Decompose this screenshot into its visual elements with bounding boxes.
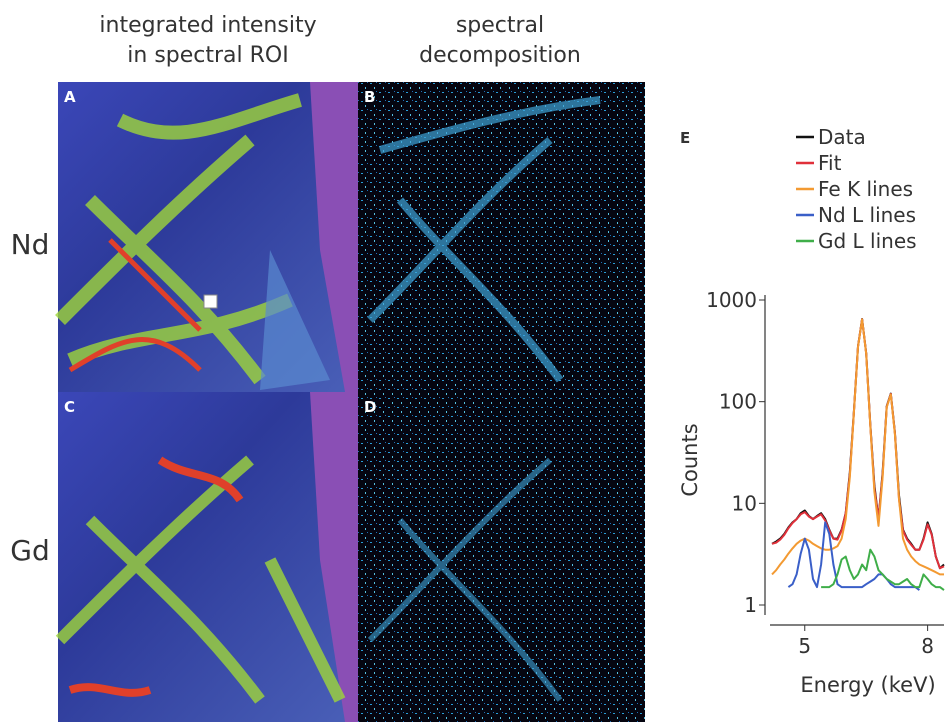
y-tick-label: 1 (744, 593, 757, 617)
column-title: spectral (456, 13, 544, 38)
row-label: Nd (11, 228, 50, 261)
legend-label: Gd L lines (818, 229, 917, 253)
column-titles: integrated intensity in spectral ROI spe… (99, 13, 580, 68)
panel-d-image (358, 392, 645, 722)
panel-b-texture (367, 96, 601, 383)
panel-a-texture (260, 250, 330, 390)
panel-label: C (64, 398, 75, 416)
panel-d-texture (367, 457, 563, 702)
legend-label: Data (818, 125, 866, 149)
y-tick-label: 100 (719, 390, 757, 414)
legend-label: Fe K lines (818, 177, 913, 201)
panel-label: B (364, 88, 375, 106)
y-tick-label: 1000 (706, 288, 757, 312)
roi-marker (203, 294, 218, 309)
panel-c-texture (68, 456, 244, 697)
panel-a-texture (55, 93, 302, 385)
chart: 1 10 100 1000 5 8 Energy (keV) Counts DataFitFe … (678, 125, 945, 697)
panel-b-image (358, 82, 645, 392)
panel-a-texture (68, 238, 202, 373)
panel-a-edge (310, 82, 358, 392)
legend-label: Nd L lines (818, 203, 916, 227)
panel-label: D (364, 398, 376, 416)
series-line (771, 318, 944, 576)
row-label: Gd (10, 534, 49, 567)
x-axis-label: Energy (keV) (800, 673, 935, 697)
column-title: integrated intensity (99, 13, 316, 38)
series-line (787, 521, 920, 591)
column-title: in spectral ROI (127, 43, 288, 68)
x-tick-label: 8 (921, 634, 934, 658)
legend-label: Fit (818, 151, 842, 175)
column-title: decomposition (419, 43, 581, 68)
panel-label: A (64, 88, 76, 106)
y-axis-label: Counts (678, 423, 702, 496)
panel-label: E (680, 129, 690, 147)
x-tick-label: 5 (798, 634, 811, 658)
y-tick-label: 10 (732, 491, 757, 515)
series-line (821, 548, 945, 591)
panel-c-image (58, 392, 358, 722)
image-panels (55, 82, 645, 722)
panel-labels: A B C D E (64, 88, 690, 416)
panel-c-edge (310, 392, 358, 722)
